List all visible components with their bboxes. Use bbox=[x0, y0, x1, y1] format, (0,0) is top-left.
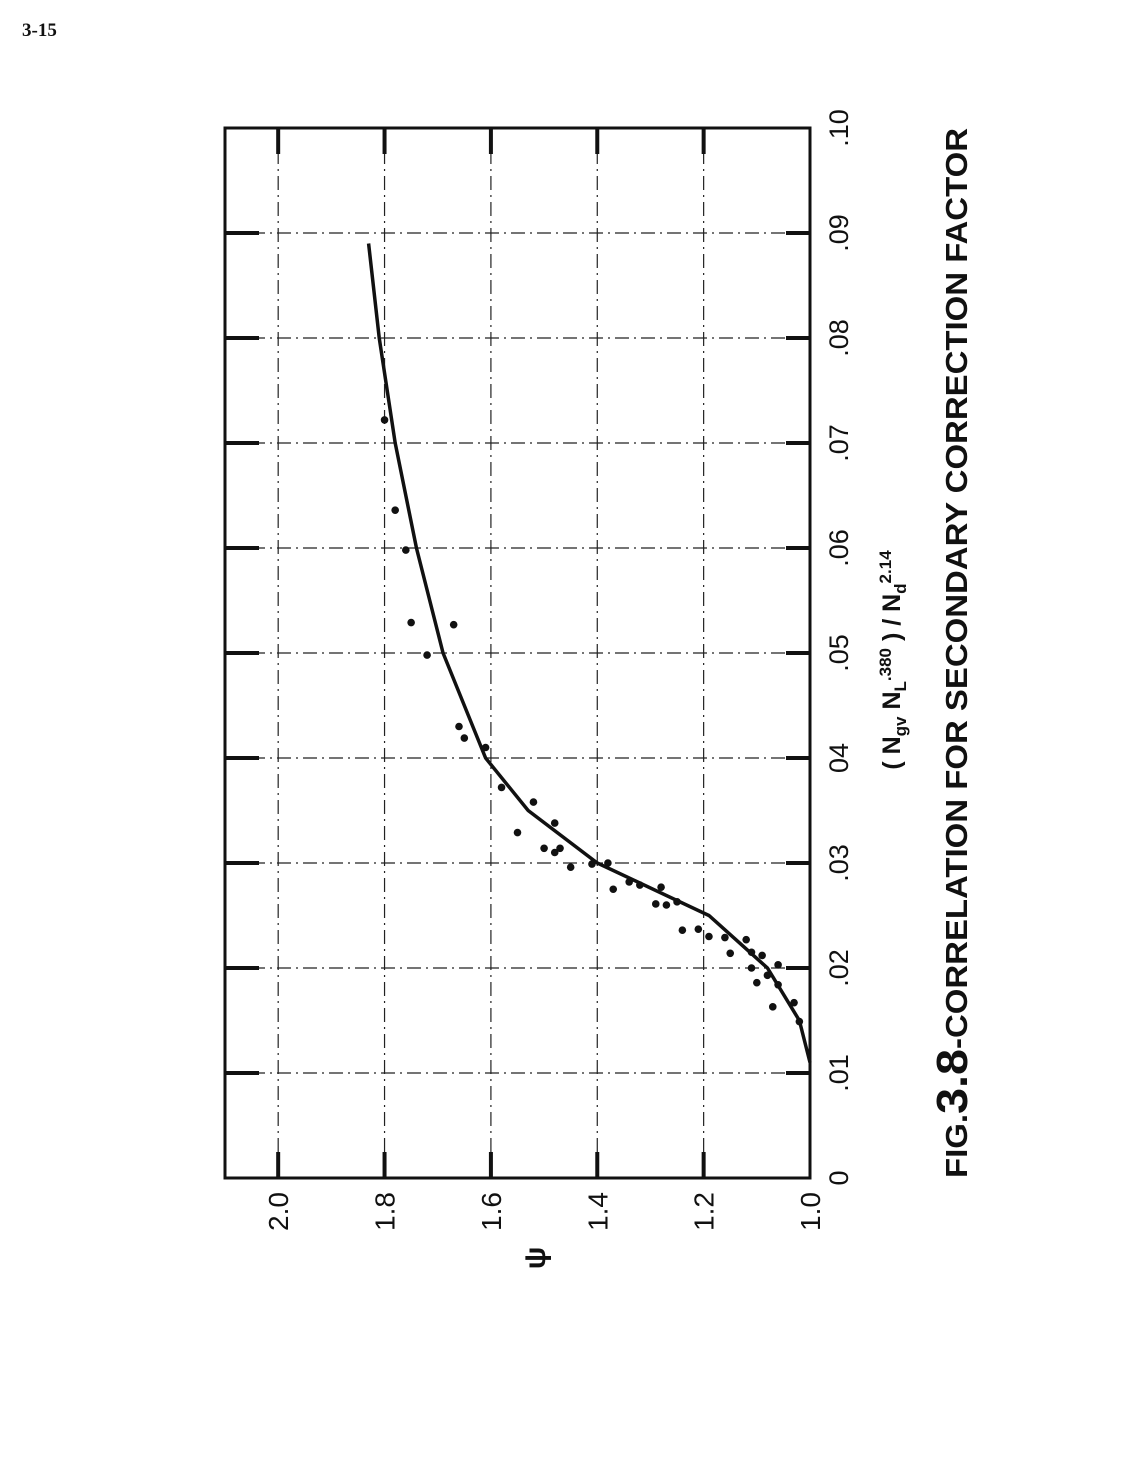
data-point bbox=[753, 978, 761, 987]
data-point bbox=[747, 964, 756, 972]
y-axis-label: ψ bbox=[519, 1247, 552, 1270]
data-point bbox=[423, 651, 431, 659]
data-point bbox=[768, 1003, 777, 1011]
x-tick-label: .08 bbox=[824, 319, 854, 357]
y-tick-label: 2.0 bbox=[263, 1192, 294, 1231]
data-point bbox=[588, 860, 596, 868]
data-point bbox=[513, 828, 522, 837]
x-axis-label-part: .380 bbox=[876, 648, 895, 681]
chart-title: FIG.3.8-CORRELATION FOR SECONDARY CORREC… bbox=[928, 128, 977, 1178]
x-tick-label: .10 bbox=[824, 109, 854, 147]
data-point bbox=[747, 948, 756, 957]
data-point bbox=[758, 951, 766, 960]
chart-title-part: FIG. bbox=[939, 1114, 974, 1178]
data-point bbox=[763, 971, 772, 980]
x-axis-label-part: d bbox=[891, 583, 910, 593]
data-point bbox=[636, 881, 644, 889]
x-axis-label-part: ) / N bbox=[878, 594, 906, 648]
y-tick-label: 1.4 bbox=[582, 1192, 613, 1231]
data-point bbox=[694, 925, 703, 933]
chart-title-part: -CORRELATION FOR SECONDARY CORRECTION FA… bbox=[939, 128, 974, 1049]
data-point bbox=[774, 981, 782, 989]
x-tick-label: .02 bbox=[824, 949, 854, 987]
y-tick-label: 1.0 bbox=[795, 1192, 826, 1231]
data-point bbox=[742, 935, 750, 944]
data-point bbox=[407, 618, 415, 627]
data-point bbox=[550, 819, 559, 827]
fit-curve bbox=[366, 243, 812, 1063]
data-point bbox=[402, 546, 410, 554]
data-point bbox=[705, 932, 713, 941]
x-axis-label-part: 2.14 bbox=[876, 550, 895, 584]
data-point bbox=[657, 883, 665, 891]
data-point bbox=[550, 848, 559, 857]
data-point bbox=[460, 734, 469, 742]
x-axis-label-part: L bbox=[891, 681, 910, 691]
data-point bbox=[609, 885, 618, 894]
data-point bbox=[604, 859, 612, 867]
data-point bbox=[449, 620, 458, 629]
data-point bbox=[678, 926, 687, 934]
data-point bbox=[625, 878, 633, 886]
data-point bbox=[726, 949, 735, 958]
data-point bbox=[673, 898, 681, 906]
page-number: 3-15 bbox=[22, 20, 57, 41]
y-tick-label: 1.6 bbox=[476, 1192, 507, 1231]
data-point bbox=[795, 1017, 804, 1026]
data-point bbox=[497, 783, 506, 792]
data-point bbox=[721, 933, 729, 942]
x-tick-label: 04 bbox=[824, 743, 854, 773]
data-point bbox=[540, 844, 548, 853]
data-point bbox=[566, 863, 575, 871]
data-point bbox=[481, 743, 490, 752]
data-point bbox=[391, 506, 399, 514]
x-tick-label: .03 bbox=[824, 844, 854, 882]
x-tick-label: 0 bbox=[824, 1170, 854, 1185]
chart-title-part: 3.8 bbox=[928, 1049, 977, 1114]
x-axis-label-part: N bbox=[878, 691, 906, 716]
data-point bbox=[380, 416, 389, 424]
data-point bbox=[556, 844, 564, 853]
x-tick-label: .09 bbox=[824, 214, 854, 252]
x-axis-label-part: gv bbox=[891, 716, 910, 736]
x-tick-label: .06 bbox=[824, 529, 854, 567]
x-tick-label: .05 bbox=[824, 634, 854, 672]
x-axis-label-part: ( N bbox=[878, 736, 906, 769]
x-tick-label: .01 bbox=[824, 1054, 854, 1092]
data-point bbox=[662, 901, 671, 909]
y-tick-label: 1.8 bbox=[370, 1192, 401, 1231]
data-point bbox=[455, 722, 463, 731]
data-point bbox=[651, 900, 660, 908]
x-axis-label: ( Ngv NL.380 ) / Nd2.14 bbox=[876, 550, 910, 770]
data-point bbox=[774, 961, 782, 969]
data-point bbox=[790, 998, 798, 1007]
data-point bbox=[529, 798, 538, 806]
rotated-chart: 0 .01 .02 .03 04 .05 .06 .07 .08 .09 .10 1.0 1.2 1.4 1… bbox=[223, 109, 977, 1270]
y-tick-label: 1.2 bbox=[689, 1192, 720, 1231]
x-tick-label: .07 bbox=[824, 424, 854, 462]
